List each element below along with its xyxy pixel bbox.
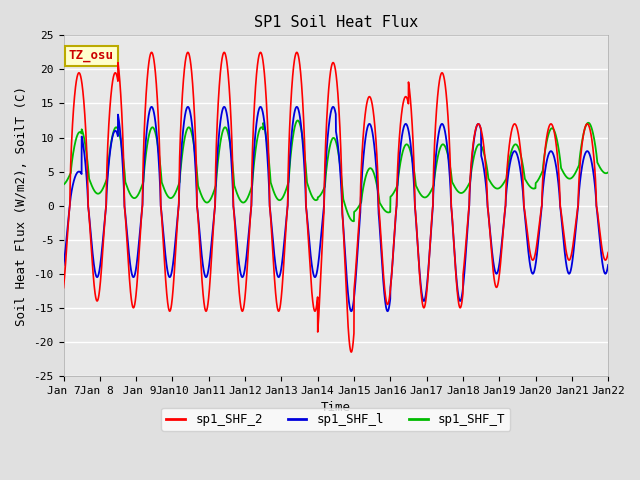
Legend: sp1_SHF_2, sp1_SHF_l, sp1_SHF_T: sp1_SHF_2, sp1_SHF_l, sp1_SHF_T — [161, 408, 510, 431]
Y-axis label: Soil Heat Flux (W/m2), SoilT (C): Soil Heat Flux (W/m2), SoilT (C) — [15, 85, 28, 325]
X-axis label: Time: Time — [321, 401, 351, 414]
Text: TZ_osu: TZ_osu — [69, 49, 114, 62]
Title: SP1 Soil Heat Flux: SP1 Soil Heat Flux — [253, 15, 418, 30]
